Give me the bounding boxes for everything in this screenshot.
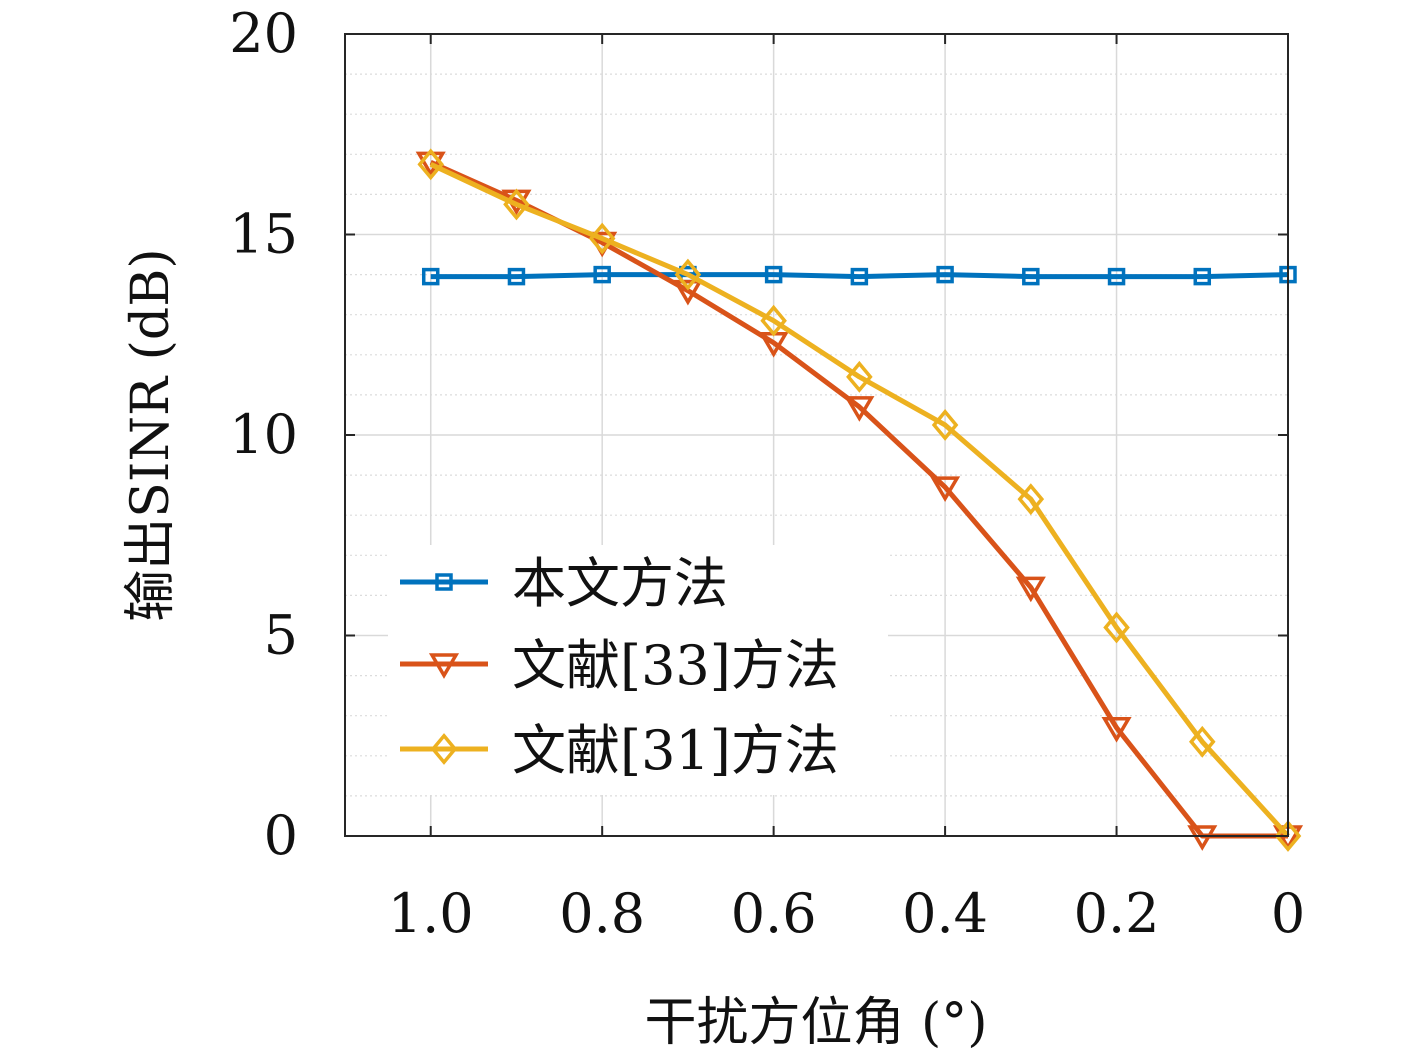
- legend-entry-2: 文献[33]方法: [400, 634, 839, 697]
- data-point: [1015, 576, 1046, 603]
- data-point: [421, 267, 440, 286]
- legend-label: 本文方法: [512, 552, 728, 615]
- data-point: [672, 279, 703, 306]
- legend-marker: [430, 733, 458, 765]
- data-point: [1193, 267, 1212, 286]
- y-tick-label: 0: [264, 804, 298, 867]
- data-point: [931, 409, 959, 441]
- y-axis-label: 输出SINR (dB): [121, 248, 181, 621]
- data-point: [1022, 267, 1040, 286]
- y-tick-label: 10: [229, 403, 298, 466]
- legend-label: 文献[31]方法: [512, 719, 839, 782]
- data-point: [507, 267, 526, 286]
- data-point: [417, 148, 445, 181]
- x-tick-label: 0: [1271, 882, 1305, 945]
- data-point: [764, 265, 783, 284]
- data-point: [846, 360, 873, 393]
- series-line: [429, 162, 1290, 838]
- data-point: [760, 304, 787, 337]
- data-point: [850, 267, 869, 286]
- x-tick-label: 0.6: [731, 882, 817, 945]
- x-tick-label: 0.4: [902, 882, 988, 945]
- x-tick-label: 0.2: [1074, 882, 1160, 945]
- data-point: [1274, 820, 1302, 852]
- series-layer: [415, 148, 1304, 852]
- legend-entry-1: 本文方法: [400, 552, 728, 615]
- data-point: [593, 265, 611, 284]
- data-point: [930, 476, 961, 502]
- series-line: [430, 272, 1289, 280]
- data-point: [844, 396, 875, 422]
- y-tick-label: 20: [229, 2, 298, 65]
- x-axis-label: 干扰方位角 (°): [644, 993, 987, 1053]
- data-point: [1017, 483, 1045, 516]
- y-tick-label: 5: [264, 604, 298, 667]
- data-point: [1103, 611, 1130, 644]
- series-1: [421, 265, 1297, 286]
- data-point: [503, 188, 530, 221]
- legend-entry-3: 文献[31]方法: [400, 719, 839, 782]
- data-point: [674, 258, 702, 291]
- data-point: [588, 222, 616, 255]
- data-point: [936, 265, 954, 284]
- x-tick-label: 1.0: [388, 882, 474, 945]
- x-tick-label: 0.8: [559, 882, 645, 945]
- axis-ticks: 0 5 10 15 20 1.0 0.8 0.6 0.4 0.2 0: [229, 2, 1305, 945]
- legend-marker: [435, 573, 453, 591]
- legend-label: 文献[33]方法: [512, 634, 839, 697]
- y-tick-label: 15: [229, 203, 298, 266]
- data-point: [1187, 825, 1218, 851]
- legend-marker: [428, 653, 460, 679]
- data-point: [1107, 267, 1126, 286]
- data-point: [1188, 725, 1216, 758]
- series-3: [417, 148, 1302, 852]
- legend-box: [388, 545, 888, 795]
- data-point: [1101, 716, 1132, 743]
